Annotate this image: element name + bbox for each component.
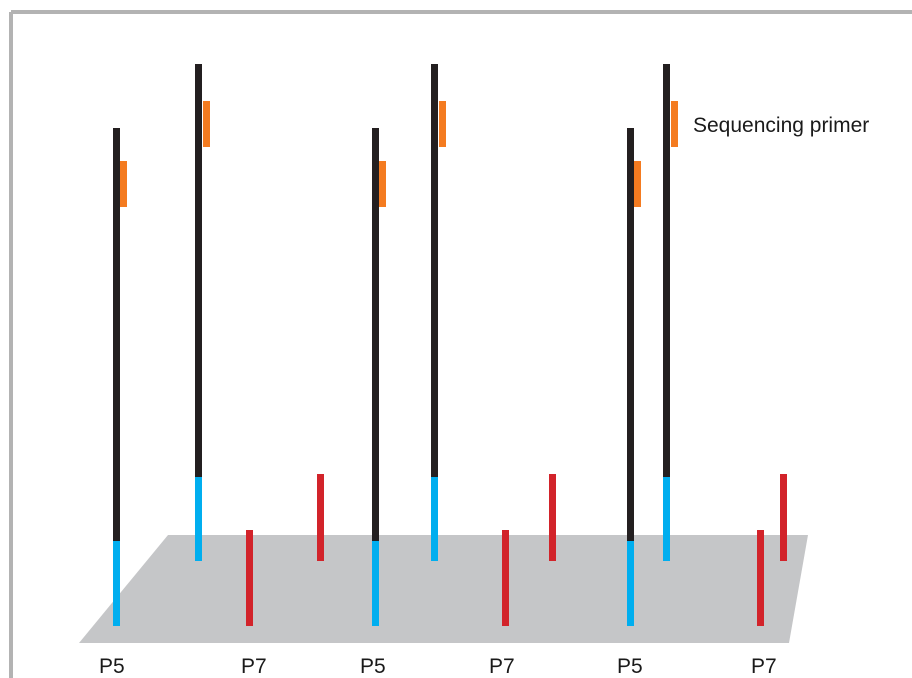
template-strand (372, 128, 379, 542)
dna-strand (372, 128, 386, 626)
front-row-p7-adapters (246, 530, 764, 626)
p5-adapter (195, 477, 202, 561)
flow-cell-surface (79, 535, 808, 643)
back-row-strands (195, 64, 678, 561)
frame (9, 10, 912, 678)
p5-adapter (663, 477, 670, 561)
dna-strand (663, 64, 678, 561)
template-strand (627, 128, 634, 542)
sequencing-primer (634, 161, 641, 207)
dna-strand (113, 128, 127, 626)
sequencing-primer (439, 101, 446, 147)
sequencing-primer-label: Sequencing primer (693, 114, 869, 137)
p5-adapter (372, 541, 379, 626)
adapter-label-p7: P7 (241, 655, 267, 678)
template-strand (663, 64, 670, 478)
adapter-labels: P5 P7 P5 P7 P5 P7 (99, 655, 777, 678)
sequencing-primer (671, 101, 678, 147)
p5-adapter (627, 541, 634, 626)
dna-strand (195, 64, 210, 561)
adapter-label-p5: P5 (617, 655, 643, 678)
adapter-label-p5: P5 (360, 655, 386, 678)
p7-adapter (502, 530, 509, 626)
back-row-p7-adapters (317, 474, 787, 561)
dna-strand (431, 64, 446, 561)
sequencing-primer (120, 161, 127, 207)
sequencing-primer (203, 101, 210, 147)
p7-adapter (317, 474, 324, 561)
template-strand (113, 128, 120, 542)
dna-strand (627, 128, 641, 626)
sequencing-primer (379, 161, 386, 207)
p7-adapter (780, 474, 787, 561)
adapter-label-p5: P5 (99, 655, 125, 678)
front-row-strands (113, 128, 641, 626)
p7-adapter (246, 530, 253, 626)
template-strand (195, 64, 202, 478)
template-strand (431, 64, 438, 478)
p7-adapter (757, 530, 764, 626)
adapter-label-p7: P7 (751, 655, 777, 678)
adapter-label-p7: P7 (489, 655, 515, 678)
p7-adapter (549, 474, 556, 561)
p5-adapter (431, 477, 438, 561)
p5-adapter (113, 541, 120, 626)
